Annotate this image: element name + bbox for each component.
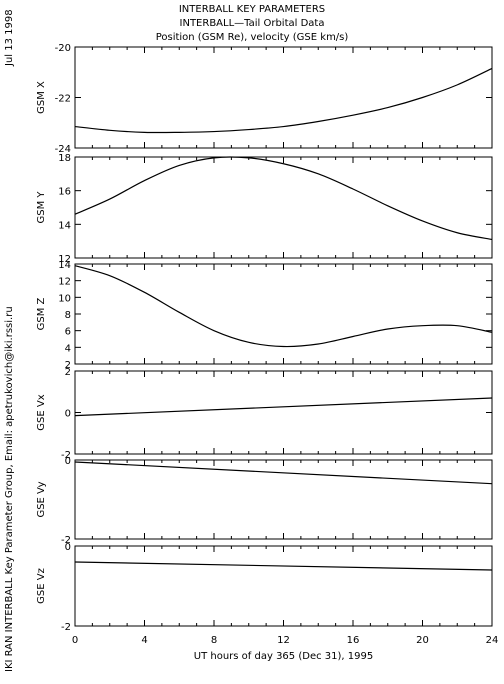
series-line-gsm-y [74, 156, 493, 241]
y-tick-label-gse-vy: -2 [61, 535, 71, 546]
y-tick-label-gsm-z: 6 [65, 327, 71, 338]
y-tick-label-gsm-z: 12 [58, 277, 71, 288]
series-line-gsm-z [74, 265, 493, 348]
plot-frame-gsm-x [74, 46, 493, 149]
x-tick-label: 0 [72, 635, 78, 646]
y-axis-label-gse-vz: GSE Vz [36, 568, 47, 604]
y-tick-label-gse-vx: 0 [65, 409, 71, 420]
y-tick-label-gsm-z: 8 [65, 310, 71, 321]
y-tick-label-gsm-y: 14 [58, 220, 71, 231]
y-tick-label-gsm-y: 18 [58, 153, 71, 164]
y-axis-label-gsm-z: GSM Z [36, 297, 47, 330]
series-line-gse-vz [74, 561, 493, 571]
series-line-gsm-x [74, 67, 493, 134]
x-tick-label: 4 [141, 635, 147, 646]
x-tick-label: 16 [347, 635, 360, 646]
x-tick-label: 8 [211, 635, 217, 646]
y-tick-label-gsm-y: 16 [58, 187, 71, 198]
x-tick-label: 20 [416, 635, 429, 646]
chart-title-line-1: INTERBALL KEY PARAMETERS [178, 4, 326, 15]
y-tick-label-gse-vy: 0 [65, 456, 71, 467]
series-line-gse-vx [74, 397, 493, 417]
y-tick-label-gsm-z: 14 [58, 260, 71, 271]
y-axis-label-gsm-y: GSM Y [36, 191, 47, 224]
y-tick-label-gse-vx: 2 [65, 367, 71, 378]
y-axis-label-gse-vx: GSE Vx [36, 394, 47, 430]
y-tick-label-gse-vx: -2 [61, 450, 71, 461]
y-tick-label-gsm-x: -22 [55, 94, 71, 105]
y-axis-label-gse-vy: GSE Vy [36, 481, 47, 517]
plot-frame-gse-vy [74, 459, 493, 540]
y-tick-label-gsm-z: 2 [65, 360, 71, 371]
y-tick-label-gse-vz: 0 [65, 542, 71, 553]
y-tick-label-gsm-y: 12 [58, 254, 71, 265]
chart-title-line-2: INTERBALL—Tail Orbital Data [179, 18, 325, 29]
y-axis-label-gsm-x: GSM X [36, 81, 47, 114]
y-tick-label-gsm-z: 10 [58, 293, 71, 304]
series-line-gse-vy [74, 461, 493, 485]
x-tick-label: 12 [277, 635, 290, 646]
y-tick-label-gsm-z: 4 [65, 343, 71, 354]
x-tick-label: 24 [486, 635, 499, 646]
plot-frame-gsm-z [74, 263, 493, 365]
chart-title-line-3: Position (GSM Re), velocity (GSE km/s) [155, 32, 349, 43]
y-tick-label-gsm-x: -20 [55, 43, 71, 54]
plot-frame-gse-vz [74, 545, 493, 627]
y-tick-label-gsm-x: -24 [55, 144, 71, 155]
x-axis-label: UT hours of day 365 (Dec 31), 1995 [194, 651, 373, 662]
plot-frame-gsm-y [74, 156, 493, 259]
y-tick-label-gse-vz: -2 [61, 622, 71, 633]
